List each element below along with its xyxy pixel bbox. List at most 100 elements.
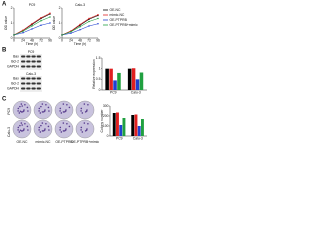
- colony: [59, 129, 61, 131]
- colony: [19, 110, 22, 113]
- y-tick-label: 200: [103, 114, 109, 118]
- colony: [62, 122, 65, 124]
- colony: [80, 126, 83, 129]
- blot-row-label: Bcl-2: [11, 59, 19, 63]
- colony: [47, 125, 50, 128]
- blot-cell-label: PC9: [28, 50, 35, 54]
- y-tick-label: 1: [11, 21, 13, 25]
- y-tick-label: 0.5: [96, 77, 101, 81]
- colony: [17, 110, 19, 112]
- band: [36, 77, 41, 80]
- bar: [140, 119, 144, 136]
- band: [31, 65, 36, 68]
- panel-label: A: [2, 2, 7, 8]
- bar: [116, 112, 119, 136]
- y-tick-label: 0: [99, 88, 101, 92]
- colony: [66, 103, 68, 106]
- band: [21, 60, 26, 63]
- colony: [26, 106, 29, 109]
- band: [26, 60, 31, 63]
- colony: [38, 129, 40, 131]
- y-tick-label: 1.5: [96, 56, 101, 60]
- colony: [83, 103, 86, 105]
- colony: [18, 131, 21, 133]
- point: [88, 25, 90, 27]
- colony: [21, 130, 24, 132]
- bar: [122, 118, 126, 136]
- colony: [63, 130, 66, 132]
- band: [31, 87, 36, 90]
- colony: [21, 105, 24, 107]
- colony: [38, 107, 41, 110]
- bar: [139, 72, 144, 90]
- colony-cell-label: Calu-3: [7, 127, 11, 137]
- colony: [17, 126, 20, 129]
- band: [21, 55, 26, 58]
- y-axis-title: Colony number: [100, 109, 104, 133]
- colony: [83, 122, 86, 124]
- blot-row-label: Bax: [13, 76, 19, 80]
- colony: [80, 110, 82, 112]
- x-axis-title: Time (h): [74, 42, 87, 46]
- colony: [39, 131, 42, 133]
- figure: A B C PC9BaxBcl-2GAPDHCalu-3BaxBcl-2GAPD…: [2, 2, 147, 144]
- colony: [17, 129, 19, 131]
- colony: [68, 106, 71, 109]
- colony: [87, 103, 89, 106]
- bar: [131, 68, 136, 90]
- blot-cell-label: Calu-3: [26, 72, 36, 76]
- point: [97, 17, 99, 20]
- blot-row-label: Bcl-2: [11, 81, 19, 85]
- colony: [47, 106, 50, 109]
- point: [79, 26, 81, 28]
- colony: [17, 107, 20, 110]
- band: [31, 55, 36, 58]
- colony: [40, 124, 42, 127]
- colony: [19, 105, 21, 108]
- band: [31, 77, 36, 80]
- blot-bg: [20, 54, 42, 70]
- colony: [24, 122, 26, 125]
- x-tick-label: PC9: [110, 90, 117, 94]
- y-tick-label: 100: [103, 124, 109, 128]
- x-tick-label: 72: [87, 38, 91, 42]
- point: [40, 24, 42, 26]
- band: [36, 55, 41, 58]
- colony: [26, 125, 29, 128]
- colony: [38, 126, 41, 129]
- y-axis-title: OD value: [4, 16, 8, 30]
- colony-group-label: OE-PTPRB: [55, 140, 73, 144]
- legend-label: OE-PTPRB+mimic: [110, 23, 138, 27]
- colony: [48, 129, 50, 131]
- y-axis-title: OD value: [52, 16, 56, 30]
- colony: [41, 130, 44, 132]
- colony: [59, 126, 62, 129]
- y-tick-label: 1: [59, 21, 61, 25]
- band: [21, 82, 26, 85]
- colony: [20, 103, 23, 105]
- legend-label: OE-NC: [110, 8, 121, 12]
- x-tick-label: Calu-3: [131, 90, 141, 94]
- colony: [81, 131, 84, 133]
- blot-row-label: Bax: [13, 54, 19, 58]
- colony: [41, 122, 44, 124]
- colony: [66, 122, 68, 125]
- x-tick-label: 96: [96, 38, 100, 42]
- plate: [33, 119, 53, 139]
- colony: [20, 122, 23, 124]
- colony: [80, 129, 82, 131]
- point: [22, 32, 24, 34]
- colony: [21, 111, 24, 113]
- colony-group-label: OE-PTPRB+mimic: [71, 140, 99, 144]
- band: [36, 65, 41, 68]
- point: [79, 23, 81, 26]
- plate: [75, 119, 95, 139]
- colony: [40, 105, 42, 108]
- colony: [41, 103, 44, 105]
- point: [61, 34, 63, 36]
- blot-bg: [20, 76, 42, 92]
- band: [31, 60, 36, 63]
- band: [26, 82, 31, 85]
- point: [97, 14, 99, 16]
- point: [31, 25, 33, 27]
